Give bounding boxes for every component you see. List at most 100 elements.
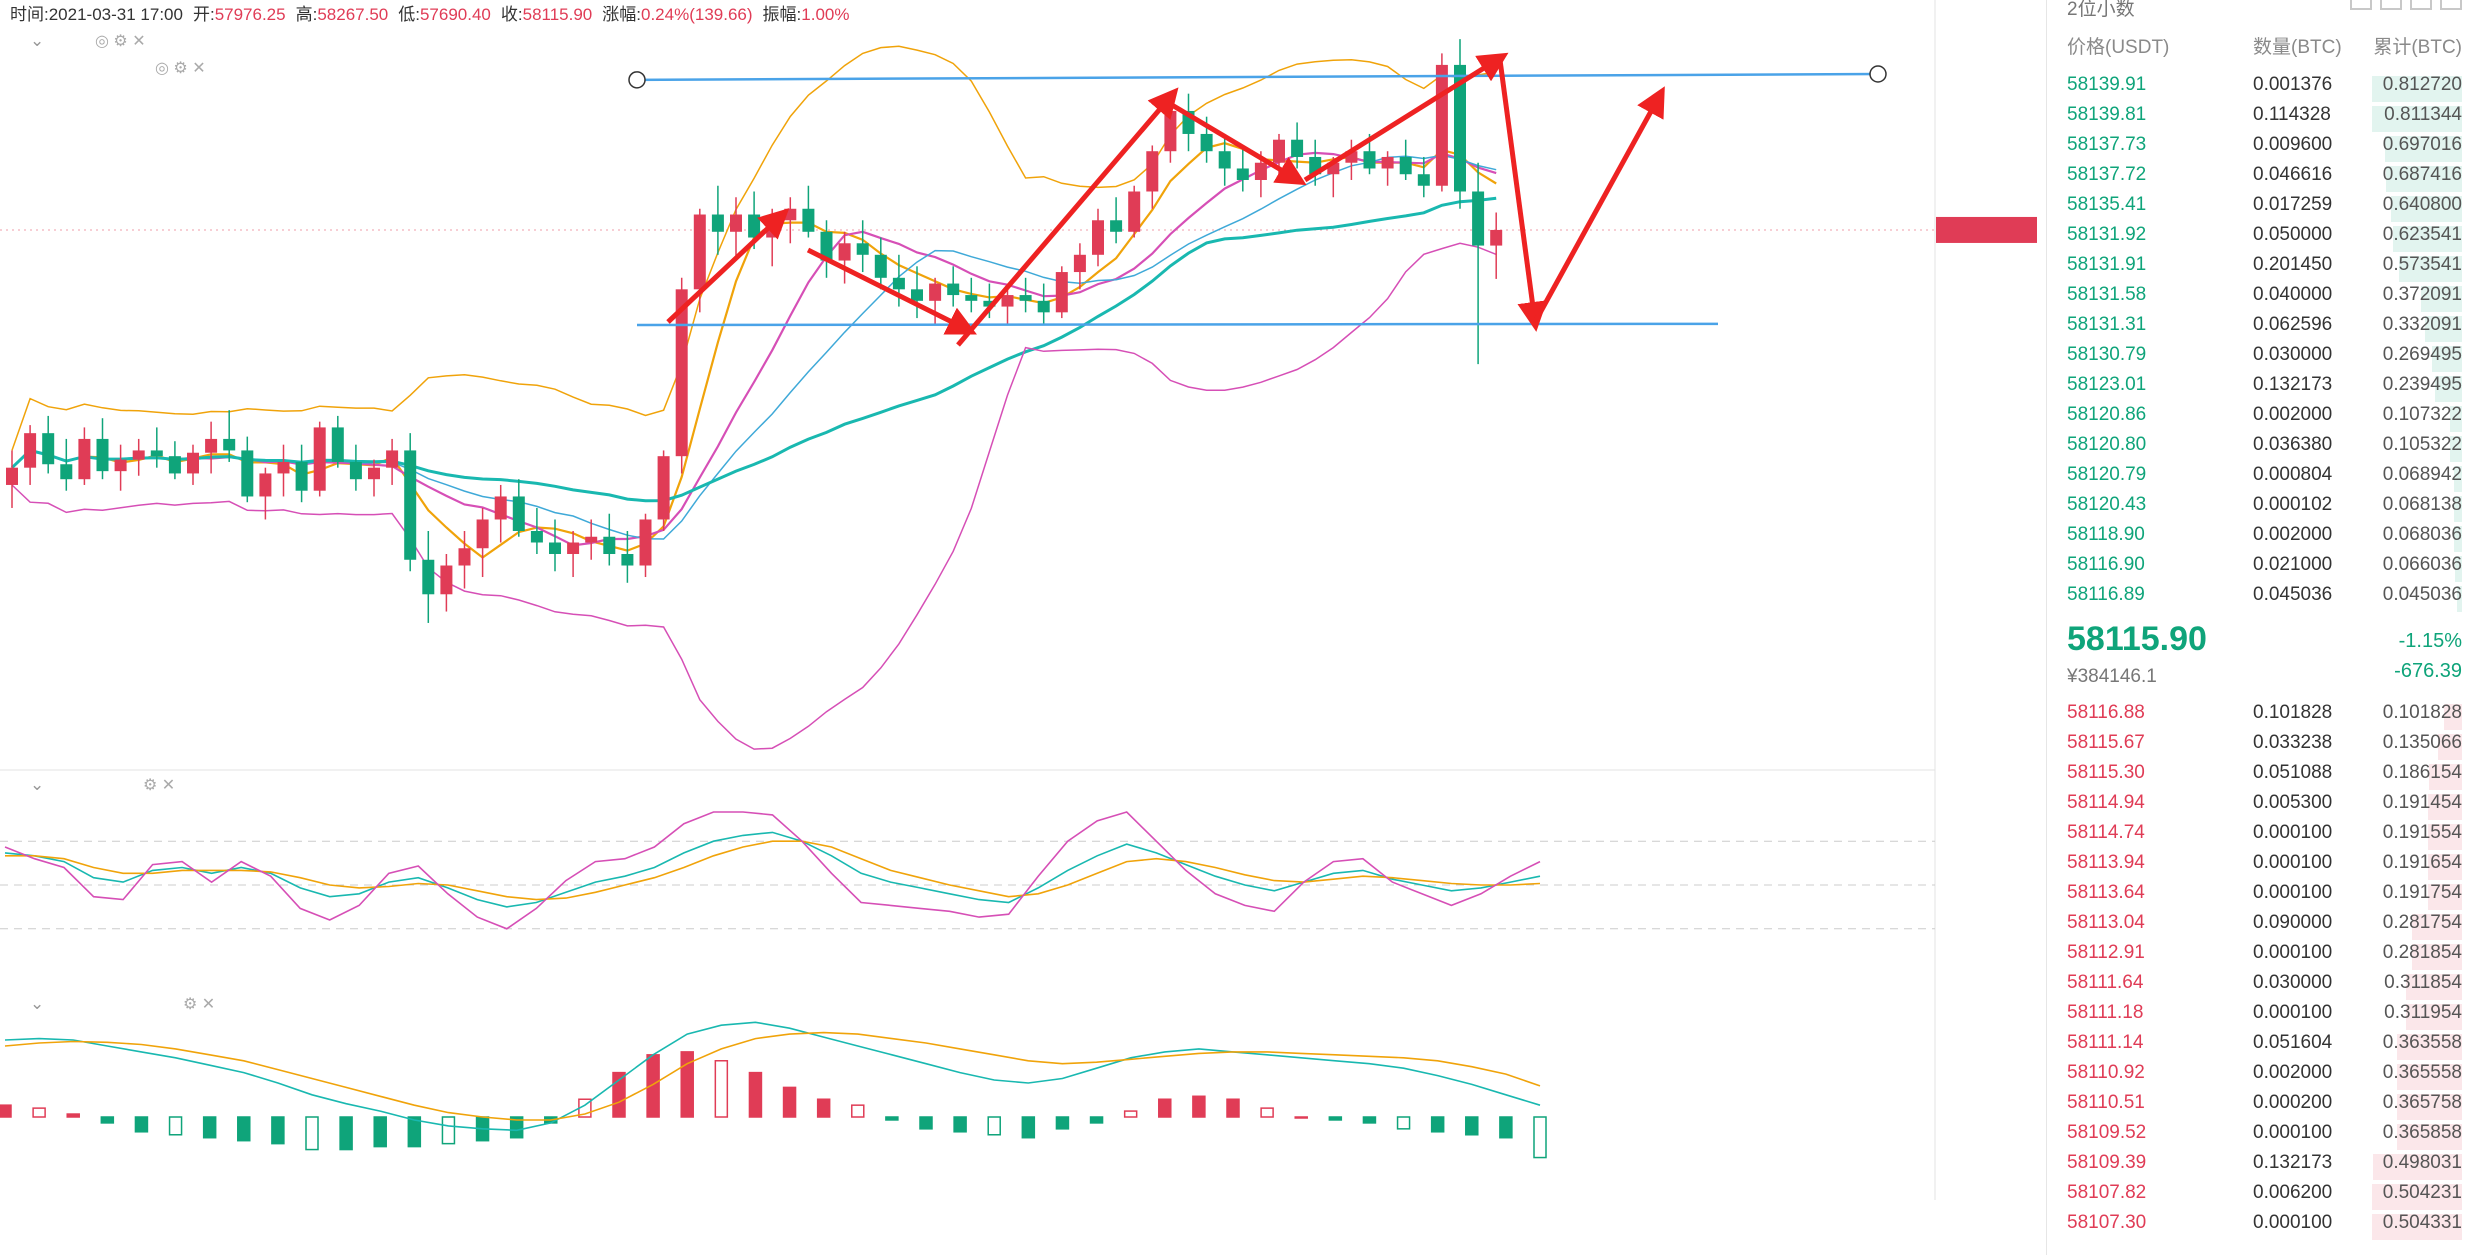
candle[interactable] xyxy=(784,197,797,244)
candle[interactable] xyxy=(1019,277,1032,313)
candle[interactable] xyxy=(349,444,362,491)
candle[interactable] xyxy=(874,237,887,290)
candle[interactable] xyxy=(368,459,380,497)
ask-row[interactable]: 58113.04 0.090000 0.281754 xyxy=(2067,912,2462,942)
trendlines[interactable] xyxy=(628,65,1887,327)
ask-row[interactable]: 58107.82 0.006200 0.504231 xyxy=(2067,1182,2462,1212)
bid-row[interactable]: 58120.43 0.000102 0.068138 xyxy=(2067,494,2462,524)
candle[interactable] xyxy=(1236,145,1249,192)
candle[interactable] xyxy=(96,418,109,480)
candle[interactable] xyxy=(1218,133,1231,186)
candle[interactable] xyxy=(965,277,978,313)
candle[interactable] xyxy=(549,519,561,572)
candle[interactable] xyxy=(295,444,308,503)
candle[interactable] xyxy=(78,427,91,485)
candle[interactable] xyxy=(1182,93,1195,152)
candle[interactable] xyxy=(404,433,417,572)
ask-row[interactable]: 58110.51 0.000200 0.365758 xyxy=(2067,1092,2462,1122)
candle[interactable] xyxy=(730,197,742,261)
bid-row[interactable]: 58131.91 0.201450 0.573541 xyxy=(2067,254,2462,284)
candle[interactable] xyxy=(331,415,344,468)
ask-row[interactable]: 58114.74 0.000100 0.191554 xyxy=(2067,822,2462,852)
ask-row[interactable]: 58109.52 0.000100 0.365858 xyxy=(2067,1122,2462,1152)
bid-row[interactable]: 58137.72 0.046616 0.687416 xyxy=(2067,164,2462,194)
candle[interactable] xyxy=(132,438,145,476)
candle[interactable] xyxy=(458,530,471,589)
candle[interactable] xyxy=(1037,283,1050,324)
candle[interactable] xyxy=(657,450,670,531)
candle[interactable] xyxy=(1110,197,1123,244)
bid-row[interactable]: 58131.58 0.040000 0.372091 xyxy=(2067,284,2462,314)
candle[interactable] xyxy=(802,185,815,238)
candle[interactable] xyxy=(476,507,489,578)
bid-row[interactable]: 58116.89 0.045036 0.045036 xyxy=(2067,584,2462,614)
candle[interactable] xyxy=(150,427,163,468)
candle[interactable] xyxy=(386,438,399,485)
ask-row[interactable]: 58113.64 0.000100 0.191754 xyxy=(2067,882,2462,912)
support-line[interactable] xyxy=(636,322,1719,327)
ask-row[interactable]: 58111.18 0.000100 0.311954 xyxy=(2067,1002,2462,1032)
candle[interactable] xyxy=(1055,266,1068,319)
bid-row[interactable]: 58137.73 0.009600 0.697016 xyxy=(2067,134,2462,164)
ask-row[interactable]: 58107.30 0.000100 0.504331 xyxy=(2067,1212,2462,1242)
candle[interactable] xyxy=(60,438,73,491)
candle[interactable] xyxy=(1454,39,1466,209)
bid-row[interactable]: 58139.81 0.114328 0.811344 xyxy=(2067,104,2462,134)
ask-row[interactable]: 58114.94 0.005300 0.191454 xyxy=(2067,792,2462,822)
candle[interactable] xyxy=(187,444,199,485)
ask-row[interactable]: 58111.64 0.030000 0.311854 xyxy=(2067,972,2462,1002)
candle[interactable] xyxy=(205,421,218,474)
candle[interactable] xyxy=(1345,139,1358,180)
ask-row[interactable]: 58109.39 0.132173 0.498031 xyxy=(2067,1152,2462,1182)
bid-row[interactable]: 58135.41 0.017259 0.640800 xyxy=(2067,194,2462,224)
layout-both-icon[interactable] xyxy=(2350,0,2372,10)
settings-icon[interactable] xyxy=(2440,0,2462,10)
bid-row[interactable]: 58139.91 0.001376 0.812720 xyxy=(2067,74,2462,104)
candle[interactable] xyxy=(567,530,580,578)
candle[interactable] xyxy=(947,266,960,307)
trading-chart[interactable]: 时间:2021-03-31 17:00 开:57976.25 高:58267.50 低… xyxy=(0,0,2046,1255)
candle[interactable] xyxy=(1164,105,1177,163)
candle[interactable] xyxy=(168,441,181,480)
candle[interactable] xyxy=(494,484,507,543)
bid-row[interactable]: 58131.92 0.050000 0.623541 xyxy=(2067,224,2462,254)
candle[interactable] xyxy=(1128,185,1141,238)
candle[interactable] xyxy=(1490,212,1503,279)
bid-row[interactable]: 58123.01 0.132173 0.239495 xyxy=(2067,374,2462,404)
candle[interactable] xyxy=(313,421,326,497)
layout-bids-icon[interactable] xyxy=(2380,0,2402,10)
candle[interactable] xyxy=(1435,53,1448,192)
candle[interactable] xyxy=(512,479,525,537)
candle[interactable] xyxy=(1092,208,1104,267)
candle[interactable] xyxy=(440,554,453,612)
candle[interactable] xyxy=(585,519,598,560)
candle[interactable] xyxy=(1146,145,1159,209)
bid-row[interactable]: 58120.79 0.000804 0.068942 xyxy=(2067,464,2462,494)
candle[interactable] xyxy=(277,444,290,497)
candle[interactable] xyxy=(820,220,833,278)
candle[interactable] xyxy=(24,425,37,485)
ask-row[interactable]: 58115.67 0.033238 0.135066 xyxy=(2067,732,2462,762)
candle[interactable] xyxy=(983,283,996,319)
ask-row[interactable]: 58112.91 0.000100 0.281854 xyxy=(2067,942,2462,972)
ask-row[interactable]: 58111.14 0.051604 0.363558 xyxy=(2067,1032,2462,1062)
candle[interactable] xyxy=(6,450,18,508)
bid-row[interactable]: 58130.79 0.030000 0.269495 xyxy=(2067,344,2462,374)
ask-row[interactable]: 58113.94 0.000100 0.191654 xyxy=(2067,852,2462,882)
precision-select[interactable]: 2位小数 xyxy=(2067,0,2135,20)
candle[interactable] xyxy=(114,444,127,491)
candle[interactable] xyxy=(223,410,236,462)
candles[interactable] xyxy=(6,39,1503,623)
candle[interactable] xyxy=(422,530,435,623)
bid-row[interactable]: 58120.80 0.036380 0.105322 xyxy=(2067,434,2462,464)
candle[interactable] xyxy=(603,513,616,566)
candle[interactable] xyxy=(1399,139,1412,180)
candle[interactable] xyxy=(711,185,724,255)
candle[interactable] xyxy=(42,415,55,474)
candle[interactable] xyxy=(621,530,634,583)
bid-row[interactable]: 58131.31 0.062596 0.332091 xyxy=(2067,314,2462,344)
candle[interactable] xyxy=(911,266,923,319)
bid-row[interactable]: 58116.90 0.021000 0.066036 xyxy=(2067,554,2462,584)
layout-asks-icon[interactable] xyxy=(2410,0,2432,10)
resistance-line[interactable] xyxy=(636,72,1879,82)
